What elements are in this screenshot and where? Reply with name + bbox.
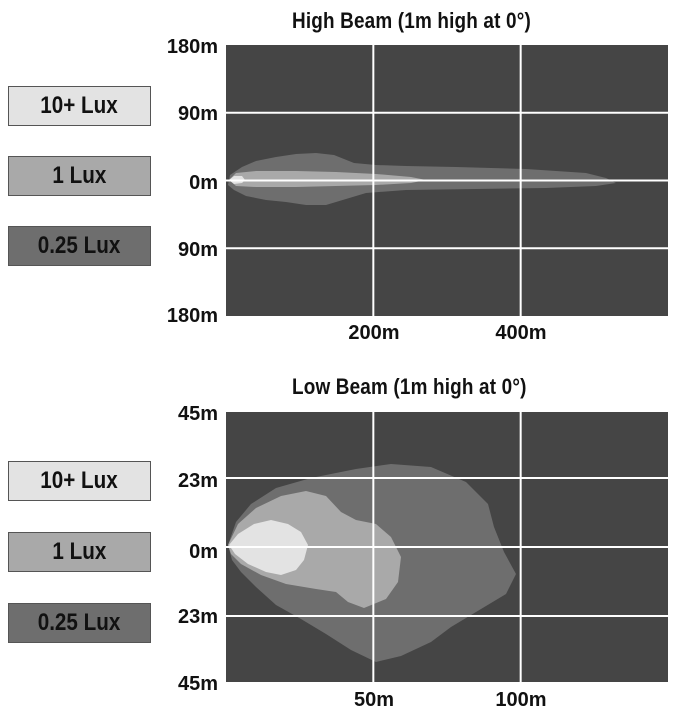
high-beam-x-tick-label: 400m: [495, 322, 547, 344]
gridlines: [226, 412, 668, 682]
high-beam-y-tick-label: 180m: [166, 36, 218, 58]
legend-label: 10+ Lux: [40, 92, 119, 119]
low-beam-legend-1-lux: 1 Lux: [8, 532, 151, 572]
high-beam-y-tick-label: 0m: [189, 172, 218, 194]
low-beam-legend-0-25-lux: 0.25 Lux: [8, 603, 151, 643]
high-beam-y-tick-label: 180m: [166, 305, 218, 327]
zone-0-25-lux: [228, 153, 616, 205]
high-beam-title: High Beam (1m high at 0°): [292, 8, 531, 33]
low-beam-y-tick-label: 45m: [177, 673, 218, 695]
low-beam-y-tick-label: 0m: [189, 541, 218, 563]
low-beam-x-tick-label: 100m: [495, 689, 547, 711]
high-beam-legend-0-25-lux: 0.25 Lux: [8, 226, 151, 266]
gridlines: [226, 45, 668, 316]
low-beam-legend-10-lux: 10+ Lux: [8, 461, 151, 501]
high-beam-y-tick-label: 90m: [177, 103, 218, 125]
low-beam-plot: [226, 412, 668, 682]
legend-label: 0.25 Lux: [38, 232, 121, 259]
low-beam-y-tick-label: 23m: [177, 470, 218, 492]
legend-label: 10+ Lux: [40, 467, 119, 494]
high-beam-x-tick-label: 200m: [348, 322, 400, 344]
high-beam-y-tick-label: 90m: [177, 239, 218, 261]
high-beam-legend-1-lux: 1 Lux: [8, 156, 151, 196]
zone-1-lux: [229, 171, 426, 187]
legend-label: 0.25 Lux: [38, 609, 121, 636]
high-beam-legend-10-lux: 10+ Lux: [8, 86, 151, 126]
high-beam-plot: [226, 45, 668, 316]
low-beam-y-tick-label: 23m: [177, 606, 218, 628]
low-beam-y-tick-label: 45m: [177, 403, 218, 425]
low-beam-x-tick-label: 50m: [353, 689, 395, 711]
low-beam-title: Low Beam (1m high at 0°): [292, 374, 527, 399]
legend-label: 1 Lux: [52, 162, 107, 189]
legend-label: 1 Lux: [52, 538, 107, 565]
